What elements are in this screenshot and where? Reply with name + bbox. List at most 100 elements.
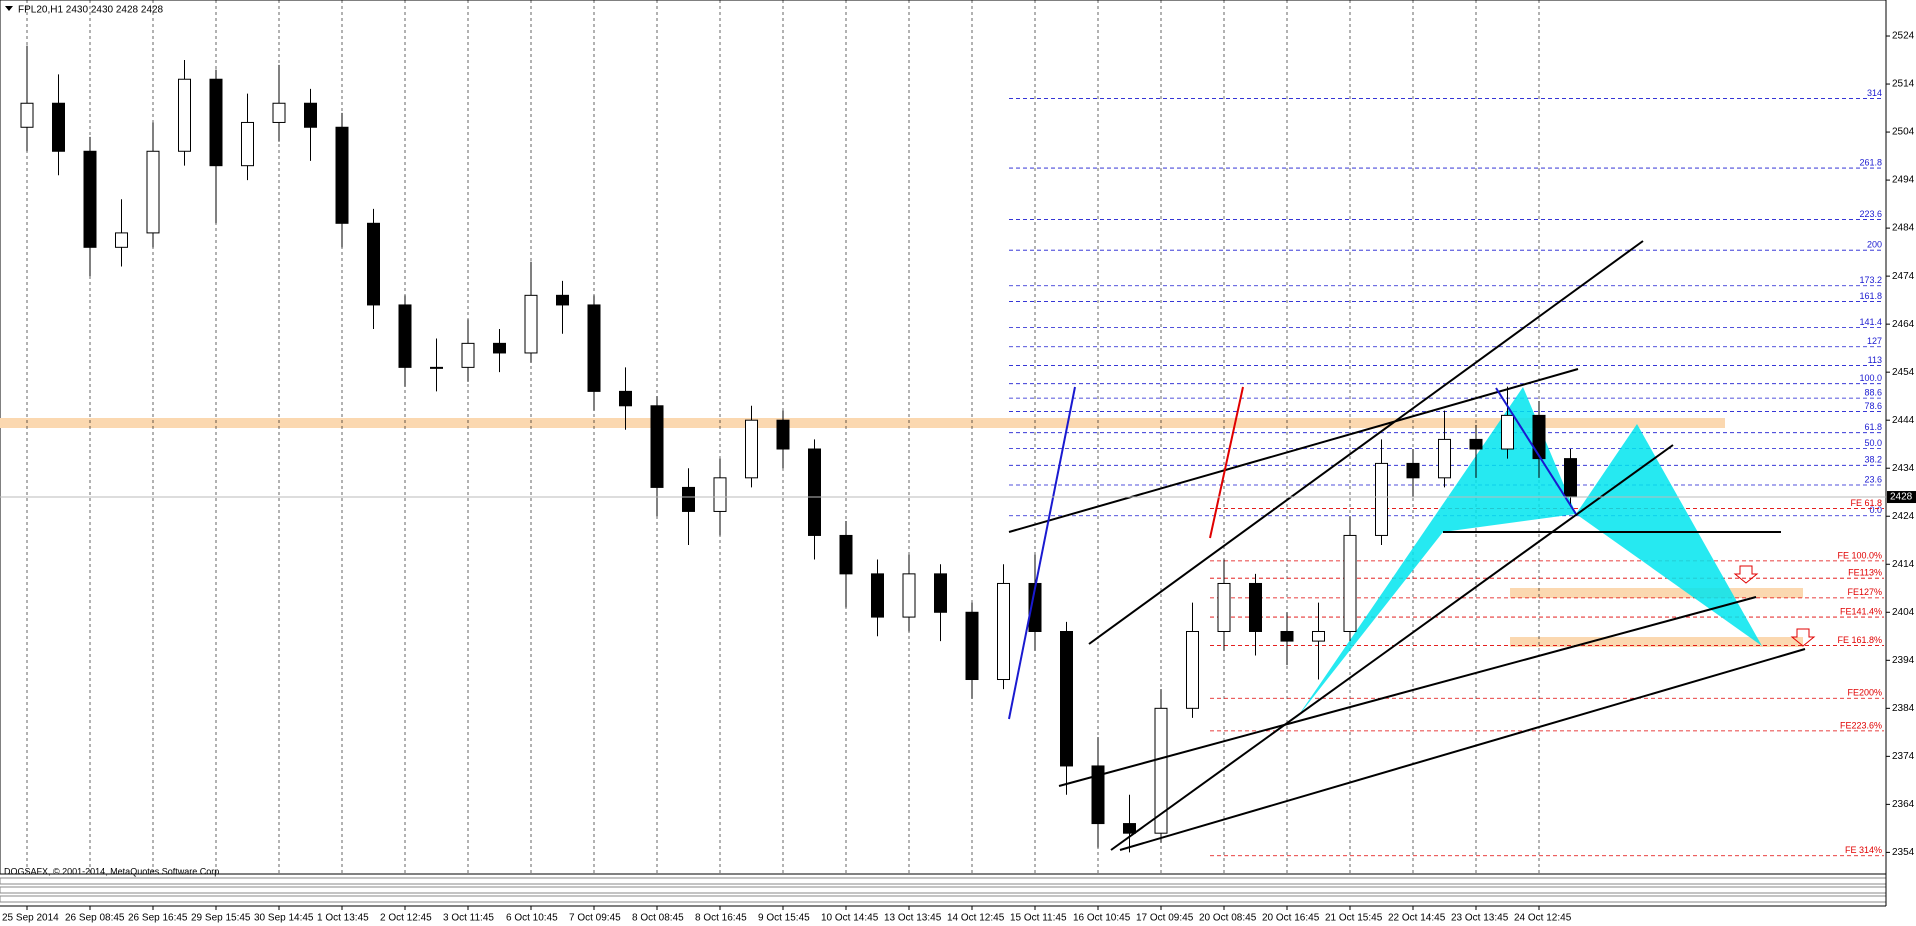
- candle-body: [808, 448, 821, 536]
- candle-body: [20, 102, 34, 128]
- candle-body: [178, 78, 191, 152]
- level-label: 200: [1867, 240, 1882, 250]
- x-tick-label: 25 Sep 2014: [2, 913, 59, 924]
- candle-body: [115, 232, 128, 248]
- candle-body: [997, 582, 1010, 681]
- level-label: 88.6: [1864, 387, 1882, 397]
- y-tick-label: 2514: [1892, 79, 1915, 90]
- y-tick-label: 2364: [1892, 799, 1915, 810]
- x-tick-label: 20 Oct 16:45: [1262, 913, 1320, 924]
- candle-body: [1060, 630, 1073, 767]
- candle-body: [713, 477, 727, 512]
- y-tick-label: 2504: [1892, 127, 1915, 138]
- level-label: 314: [1867, 88, 1882, 98]
- x-tick-label: 26 Sep 08:45: [65, 913, 125, 924]
- y-tick-label: 2374: [1892, 751, 1915, 762]
- trendline: [1058, 596, 1757, 787]
- x-tick-label: 23 Oct 13:45: [1451, 913, 1509, 924]
- level-label: FE 314%: [1845, 845, 1882, 855]
- y-tick-label: 2524: [1892, 31, 1915, 42]
- x-tick-label: 16 Oct 10:45: [1073, 913, 1131, 924]
- candle-body: [1186, 630, 1199, 709]
- y-tick-label: 2424: [1892, 511, 1915, 522]
- trendlines: [1008, 240, 1806, 851]
- x-tick-label: 21 Oct 15:45: [1325, 913, 1383, 924]
- candle-body: [587, 304, 601, 392]
- level-label: 50.0: [1864, 438, 1882, 448]
- level-label: FE 61.8: [1850, 498, 1882, 508]
- candle-body: [272, 102, 286, 123]
- x-tick-label: 8 Oct 16:45: [695, 913, 747, 924]
- x-tick-label: 15 Oct 11:45: [1010, 913, 1067, 924]
- swing-line: [1008, 386, 1076, 720]
- y-tick-label: 2384: [1892, 703, 1915, 714]
- level-label: 127: [1867, 336, 1882, 346]
- x-tick-label: 30 Sep 14:45: [254, 913, 314, 924]
- x-tick-label: 8 Oct 08:45: [632, 913, 684, 924]
- x-tick-label: 7 Oct 09:45: [569, 913, 621, 924]
- candle-body: [650, 405, 664, 488]
- candle-body: [241, 121, 254, 167]
- x-tick-label: 9 Oct 15:45: [758, 913, 810, 924]
- candle-body: [1091, 765, 1105, 825]
- level-label: 100.0: [1859, 373, 1882, 383]
- candle-body: [619, 390, 632, 407]
- y-tick-label: 2474: [1892, 271, 1915, 282]
- plot-frame: [0, 0, 1887, 875]
- x-tick-label: 13 Oct 13:45: [884, 913, 942, 924]
- pattern: [1576, 424, 1762, 646]
- candle-body: [1154, 707, 1168, 834]
- candle-body: [430, 366, 443, 369]
- zone: [1510, 637, 1803, 647]
- candle-body: [1312, 630, 1325, 642]
- candle-body: [1501, 414, 1514, 450]
- x-tick-label: 22 Oct 14:45: [1388, 913, 1446, 924]
- candle-body: [1280, 630, 1294, 642]
- candle-body: [934, 573, 947, 613]
- candle-body: [1406, 462, 1420, 479]
- candle-body: [776, 419, 790, 450]
- level-label: FE223.6%: [1840, 720, 1882, 730]
- trendline: [1008, 368, 1579, 533]
- chart-title: FPL20,H1 2430 2430 2428 2428: [18, 5, 164, 16]
- y-tick-label: 2354: [1892, 847, 1915, 858]
- candle-body: [556, 294, 569, 306]
- trendline: [1110, 444, 1674, 851]
- pattern: [1296, 387, 1576, 719]
- candle-body: [965, 611, 979, 681]
- y-tick-label: 2464: [1892, 319, 1915, 330]
- candle-body: [1564, 458, 1577, 498]
- level-label: FE127%: [1847, 587, 1882, 597]
- x-tick-label: 2 Oct 12:45: [380, 913, 432, 924]
- candle-body: [304, 102, 317, 128]
- level-label: 223.6: [1859, 209, 1882, 219]
- candle-body: [1469, 438, 1483, 450]
- candle-body: [1375, 462, 1388, 536]
- candle-body: [1249, 582, 1262, 632]
- level-label: 61.8: [1864, 422, 1882, 432]
- candle-body: [367, 222, 380, 306]
- zone: [1510, 588, 1803, 598]
- y-tick-label: 2454: [1892, 367, 1915, 378]
- x-tick-label: 14 Oct 12:45: [947, 913, 1005, 924]
- x-tick-label: 1 Oct 13:45: [317, 913, 369, 924]
- trendline: [1088, 240, 1644, 645]
- y-tick-label: 2404: [1892, 607, 1915, 618]
- candle-body: [1123, 823, 1136, 834]
- swing-line: [1209, 386, 1244, 539]
- candle-body: [335, 126, 349, 224]
- candle-body: [871, 573, 884, 618]
- level-label: FE 161.8%: [1837, 635, 1882, 645]
- candle-body: [1343, 534, 1357, 632]
- level-label: 113: [1868, 355, 1882, 365]
- x-tick-label: 29 Sep 15:45: [191, 913, 251, 924]
- level-label: FE113%: [1848, 568, 1882, 578]
- candle-body: [52, 102, 65, 152]
- zone: [0, 418, 1725, 428]
- x-tick-label: 26 Sep 16:45: [128, 913, 188, 924]
- candle-body: [682, 486, 695, 512]
- candle-body: [524, 294, 538, 354]
- y-tick-label: 2434: [1892, 463, 1915, 474]
- candle-body: [1438, 438, 1451, 479]
